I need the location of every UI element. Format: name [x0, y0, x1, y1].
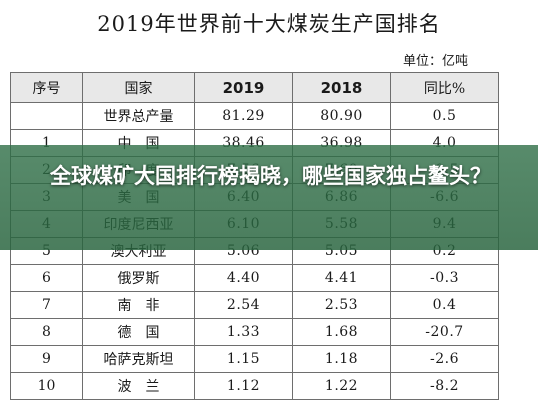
unit-label: 单位：亿吨	[402, 54, 468, 69]
cell-country: 哈萨克斯坦	[82, 345, 195, 373]
cell-2019: 4.40	[194, 264, 293, 292]
headline-text: 全球煤矿大国排行榜揭晓，哪些国家独占鳌头？	[50, 164, 491, 188]
table-row: 9 哈萨克斯坦 1.15 1.18 -2.6	[10, 345, 499, 373]
cell-change: -2.6	[390, 345, 499, 373]
cell-2018: 1.68	[292, 318, 391, 346]
cell-country: 波 兰	[82, 372, 195, 400]
cell-rank: 10	[10, 372, 83, 400]
cell-2019: 1.15	[194, 345, 293, 373]
cell-country: 世界总产量	[82, 102, 195, 130]
cell-2018: 1.18	[292, 345, 391, 373]
cell-2018: 2.53	[292, 291, 391, 319]
cell-2019: 1.33	[194, 318, 293, 346]
cell-change: -20.7	[390, 318, 499, 346]
table-title: 2019年世界前十大煤炭生产国排名	[97, 12, 441, 36]
table-row: 10 波 兰 1.12 1.22 -8.2	[10, 372, 499, 400]
cell-change: -0.3	[390, 264, 499, 292]
table-header-row: 序号 国家 2019 2018 同比%	[10, 72, 499, 103]
cell-rank	[10, 102, 83, 130]
header-change: 同比%	[390, 72, 499, 103]
cell-2019: 1.12	[194, 372, 293, 400]
cell-country: 南 非	[82, 291, 195, 319]
cell-change: 0.5	[390, 102, 499, 130]
cell-2019: 2.54	[194, 291, 293, 319]
header-rank: 序号	[10, 72, 83, 103]
cell-country: 德 国	[82, 318, 195, 346]
table-row: 6 俄罗斯 4.40 4.41 -0.3	[10, 264, 499, 292]
cell-2018: 80.90	[292, 102, 391, 130]
cell-change: 0.4	[390, 291, 499, 319]
cell-country: 俄罗斯	[82, 264, 195, 292]
cell-2019: 81.29	[194, 102, 293, 130]
cell-rank: 6	[10, 264, 83, 292]
cell-change: -8.2	[390, 372, 499, 400]
header-2019: 2019	[194, 72, 293, 103]
cell-rank: 8	[10, 318, 83, 346]
table-row: 世界总产量 81.29 80.90 0.5	[10, 102, 499, 130]
cell-2018: 4.41	[292, 264, 391, 292]
headline-banner	[0, 145, 538, 250]
header-2018: 2018	[292, 72, 391, 103]
cell-2018: 1.22	[292, 372, 391, 400]
cell-rank: 7	[10, 291, 83, 319]
header-country: 国家	[82, 72, 195, 103]
cell-rank: 9	[10, 345, 83, 373]
